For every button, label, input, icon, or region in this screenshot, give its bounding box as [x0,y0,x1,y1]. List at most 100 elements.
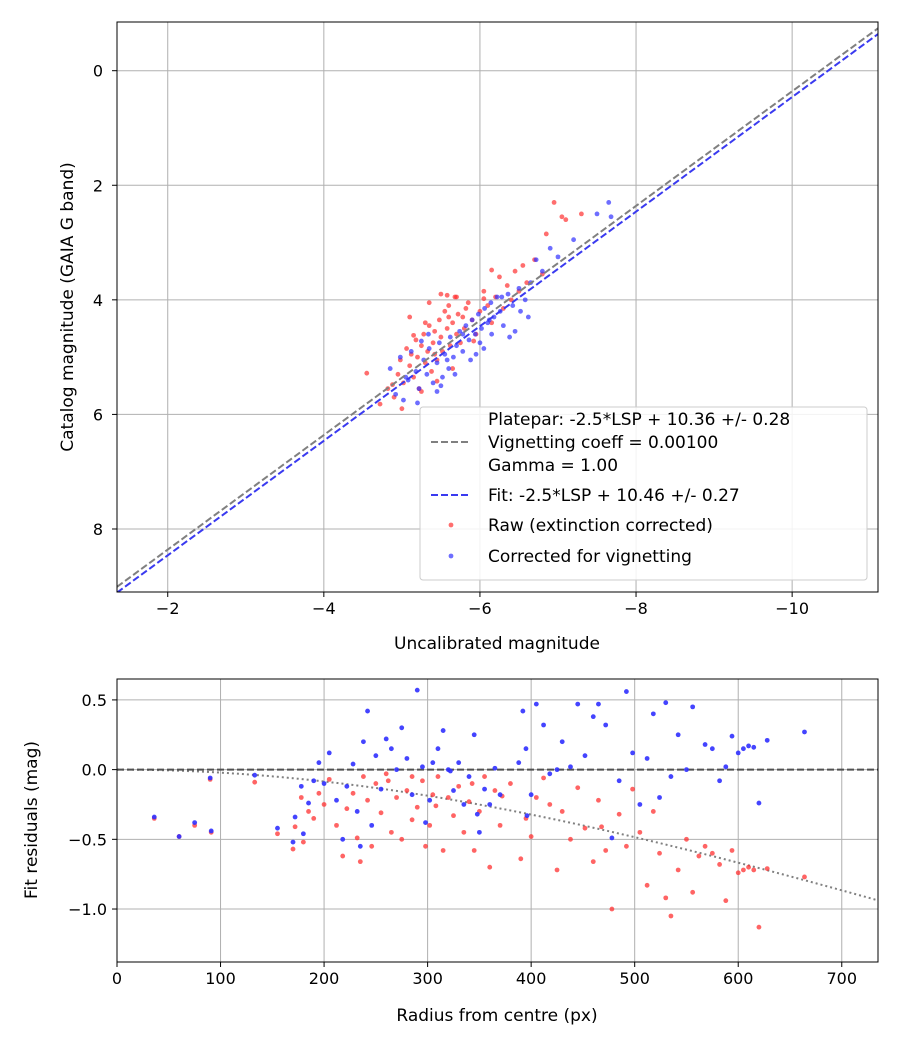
corrected-point [555,254,561,260]
raw-point [421,331,427,337]
raw-residual-point [292,824,298,830]
bottom-ytick-label: −1.0 [68,900,107,919]
raw-residual-point [723,898,729,904]
corrected-point [416,386,422,392]
raw-residual-point [599,824,604,830]
raw-point [444,292,450,298]
raw-residual-point [321,802,327,807]
corrected-residual-point [528,792,534,798]
raw-residual-point [388,829,394,835]
top-xtick-label: −10 [775,599,809,618]
raw-residual-point [717,862,722,867]
corrected-residual-point [729,733,735,739]
corrected-point [494,294,500,300]
corrected-residual-point [275,825,280,831]
raw-residual-point [385,778,391,784]
corrected-residual-point [657,795,662,800]
raw-residual-point [354,835,360,841]
corrected-point [488,300,494,306]
corrected-residual-point [340,836,346,842]
raw-residual-point [383,771,389,777]
raw-residual-point [399,836,405,842]
corrected-point [440,374,445,380]
raw-point [444,326,450,331]
corrected-residual-point [568,764,573,770]
raw-point [463,306,469,311]
corrected-point [426,331,431,337]
top-legend: Platepar: -2.5*LSP + 10.36 +/- 0.28 Vigne… [419,406,868,581]
raw-residual-point [451,813,456,819]
raw-residual-point [709,850,715,856]
bottom-xtick-label: 200 [309,969,340,988]
corrected-residual-point [487,802,493,807]
corrected-residual-point [427,797,433,803]
raw-point [399,406,405,412]
corrected-point [547,245,553,251]
raw-point [524,280,530,286]
corrected-point [434,389,440,394]
raw-point [426,300,432,306]
raw-residual-point [430,792,436,798]
bottom-xtick-label: 500 [619,969,650,988]
raw-point [520,263,526,268]
raw-point [481,288,487,294]
corrected-residual-point [151,814,157,820]
raw-residual-point [340,853,346,859]
bottom-plot-area [117,687,878,930]
corrected-point [525,314,531,320]
raw-residual-point [471,848,477,853]
corrected-residual-point [533,701,539,707]
top-ytick-label: 6 [93,405,103,424]
raw-point [471,338,477,344]
corrected-residual-point [741,746,746,752]
corrected-residual-point [756,800,762,806]
raw-residual-point [528,834,534,839]
corrected-residual-point [476,829,482,835]
legend-label: Gamma = 1.00 [488,456,618,476]
corrected-point [457,328,463,334]
corrected-point [516,285,522,291]
corrected-residual-point [751,744,757,750]
corrected-residual-point [350,761,356,767]
bottom-plot-background [117,679,878,962]
corrected-residual-point [357,843,363,849]
corrected-residual-point [516,760,522,766]
raw-point [364,370,370,376]
raw-residual-point [603,848,609,853]
corrected-residual-point [596,701,601,707]
corrected-point [434,360,440,366]
corrected-residual-point [207,775,213,781]
corrected-residual-point [702,742,708,747]
corrected-residual-point [378,786,384,792]
top-ytick-label: 8 [93,520,103,539]
corrected-residual-point [616,778,622,784]
legend-label: Vignetting coeff = 0.00100 [488,433,718,453]
raw-residual-point [414,804,420,810]
legend-label: Platepar: -2.5*LSP + 10.36 +/- 0.28 [488,410,790,430]
raw-residual-point [482,774,487,779]
corrected-residual-point [430,760,436,766]
raw-residual-point [275,831,280,837]
raw-point [407,314,413,320]
corrected-point [510,303,516,308]
corrected-residual-point [306,800,311,806]
corrected-residual-point [447,768,453,774]
raw-residual-point [616,811,622,817]
raw-residual-point [741,867,746,873]
corrected-residual-point [369,822,375,828]
top-ytick-label: 2 [93,176,103,195]
raw-point [413,337,419,343]
bottom-panel: 0 100 200 300 400 500 600 700 0.5 0.0 −0.5 −1.0 Rad… [22,678,879,1026]
raw-residual-point [445,795,451,800]
corrected-residual-point [399,725,405,731]
raw-point [504,283,510,288]
raw-residual-point [298,795,304,800]
raw-residual-point [487,864,493,870]
corrected-residual-point [316,760,322,766]
raw-point [465,300,471,306]
bottom-ytick-label: 0.0 [82,761,107,780]
corrected-point [477,340,483,346]
corrected-residual-point [637,802,643,807]
raw-residual-point [423,843,428,849]
